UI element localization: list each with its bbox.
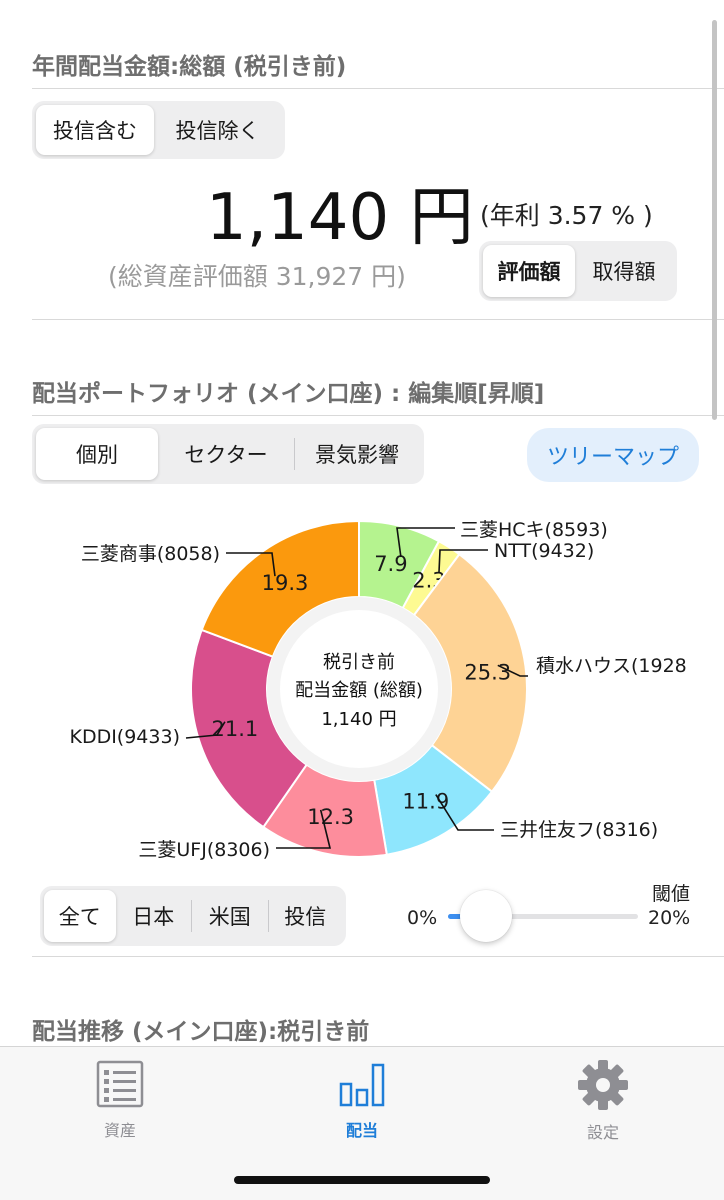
callout-line — [396, 527, 455, 558]
center-label-line-1: 税引き前 — [323, 652, 395, 673]
divider — [32, 88, 724, 89]
segment-separator — [267, 900, 269, 932]
donut-hole — [280, 610, 438, 768]
portfolio-title: 配当ポートフォリオ (メイン口座) : 編集順[昇順] — [32, 381, 545, 407]
callout-line — [276, 809, 332, 849]
region-filter-control: 全て 日本 米国 投信 — [40, 886, 346, 946]
segment-separator — [294, 438, 295, 470]
callout-line — [226, 552, 276, 577]
center-label-line-3: 1,140 円 — [321, 709, 396, 730]
divider — [32, 956, 724, 957]
tab-assets-label: 資産 — [103, 1121, 136, 1140]
summary-title: 年間配当金額:総額 (税引き前) — [32, 54, 347, 80]
slice-name-label: 三菱HCキ(8593) — [460, 519, 608, 541]
view-mode-control: 個別 セクター 景気影響 — [32, 424, 424, 484]
next-section-title: 配当推移 (メイン口座):税引き前 — [32, 1019, 370, 1045]
region-japan-tab[interactable]: 日本 — [132, 905, 175, 929]
tab-assets[interactable]: 資産 — [60, 1059, 180, 1141]
basis-control: 評価額 取得額 — [479, 241, 677, 301]
callout-line — [185, 721, 226, 739]
tab-bar: 資産 配当 設定 — [0, 1046, 724, 1200]
filter-include-funds[interactable]: 投信含む — [36, 105, 154, 155]
callout-line — [438, 549, 488, 574]
callout-line — [497, 664, 528, 677]
slice-name-label: NTT(9432) — [494, 540, 594, 562]
home-indicator[interactable] — [234, 1176, 490, 1184]
slice-value-label: 19.3 — [262, 571, 309, 595]
slice-value-label: 21.1 — [212, 717, 259, 741]
slider-max-label: 20% — [648, 907, 691, 929]
filter-exclude-funds[interactable]: 投信除く — [175, 119, 260, 143]
callout-line — [435, 794, 494, 831]
region-all-tab[interactable]: 全て — [44, 890, 116, 942]
tab-dividends-label: 配当 — [345, 1121, 378, 1140]
region-us-tab[interactable]: 米国 — [208, 905, 251, 929]
segment-separator — [191, 900, 193, 932]
threshold-label: 閾値 — [652, 883, 691, 905]
basis-market-value[interactable]: 評価額 — [483, 245, 575, 297]
slice-value-label: 12.3 — [307, 805, 354, 829]
threshold-slider[interactable] — [448, 914, 638, 919]
list-icon — [96, 1060, 144, 1108]
tab-dividends[interactable]: 配当 — [302, 1059, 422, 1141]
slice-name-label: 積水ハウス(1928 — [536, 655, 687, 677]
fund-filter-control: 投信含む 投信除く — [32, 101, 285, 159]
scroll-indicator[interactable] — [712, 20, 717, 420]
center-label-line-2: 配当金額 (総額) — [295, 680, 423, 701]
slider-min-label: 0% — [407, 907, 438, 929]
dividend-amount: 1,140 円 — [206, 181, 474, 255]
slider-thumb[interactable] — [460, 890, 512, 942]
slice-name-label: KDDI(9433) — [69, 726, 180, 748]
slice-name-label: 三井住友フ(8316) — [500, 819, 658, 841]
slice-value-label: 11.9 — [402, 790, 449, 814]
tab-settings-label: 設定 — [586, 1123, 619, 1142]
view-individual-tab[interactable]: 個別 — [36, 428, 158, 480]
treemap-button[interactable]: ツリーマップ — [527, 428, 699, 482]
slider-fill — [448, 914, 462, 919]
divider — [32, 319, 724, 320]
slice-value-label: 25.3 — [464, 660, 511, 684]
region-funds-tab[interactable]: 投信 — [284, 905, 327, 929]
view-economy-tab[interactable]: 景気影響 — [315, 443, 399, 467]
divider — [32, 415, 724, 416]
total-assets-text: (総資産評価額 31,927 円) — [108, 262, 406, 291]
slice-value-label: 7.9 — [374, 552, 407, 576]
gear-icon — [578, 1060, 628, 1110]
portfolio-donut-chart: 7.92.325.311.912.321.119.3 税引き前 配当金額 (総額… — [69, 519, 687, 861]
bar-chart-icon — [339, 1063, 385, 1107]
slice-name-label: 三菱商事(8058) — [81, 543, 220, 565]
tab-settings[interactable]: 設定 — [543, 1059, 663, 1143]
basis-acquisition[interactable]: 取得額 — [592, 260, 656, 284]
yield-text: (年利 3.57 % ) — [480, 201, 653, 230]
view-sector-tab[interactable]: セクター — [184, 443, 268, 467]
slice-name-label: 三菱UFJ(8306) — [138, 839, 270, 861]
